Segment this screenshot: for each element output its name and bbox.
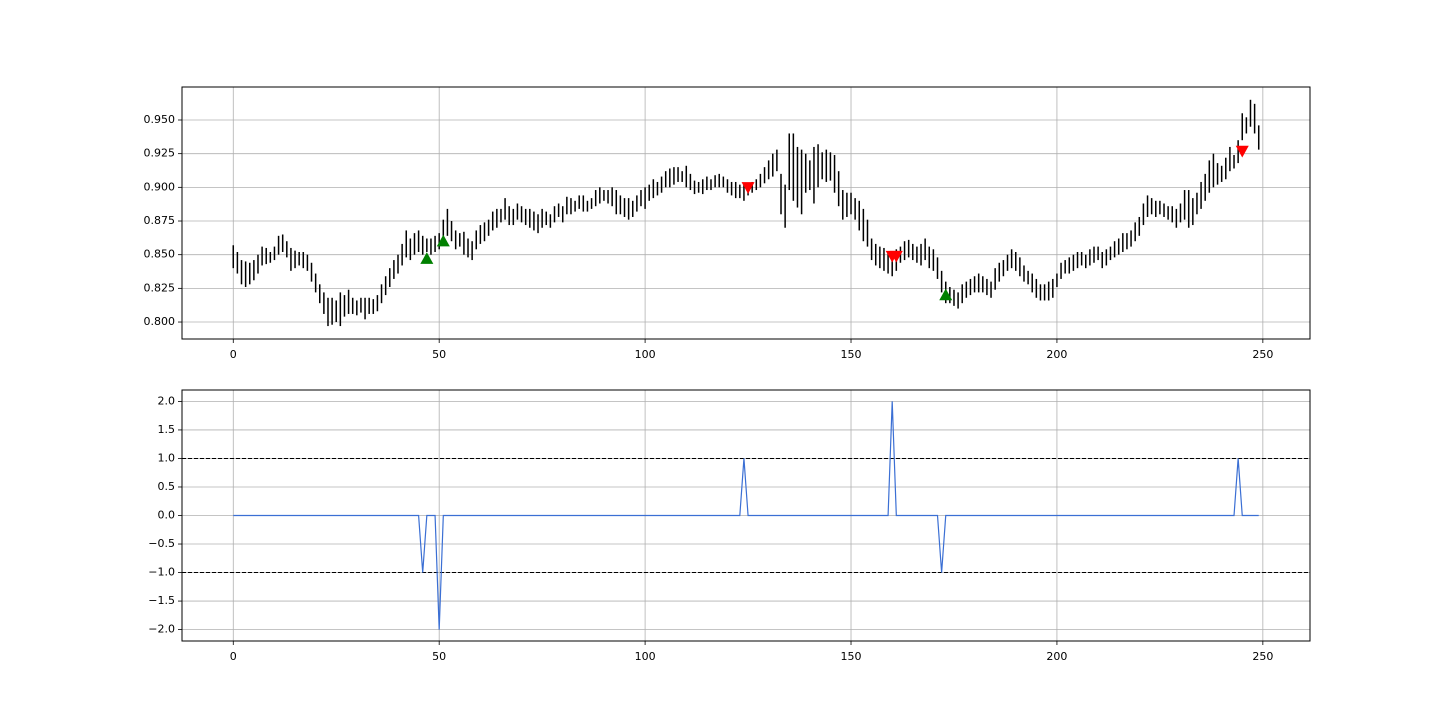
y-tick-label: 0.825 bbox=[144, 281, 176, 294]
x-tick-label: 150 bbox=[841, 348, 862, 361]
y-tick-label: 1.5 bbox=[158, 423, 176, 436]
y-tick-label: −1.0 bbox=[148, 566, 175, 579]
x-tick-label: 100 bbox=[635, 348, 656, 361]
x-tick-label: 0 bbox=[230, 348, 237, 361]
x-tick-label: 250 bbox=[1252, 348, 1273, 361]
signal-marker bbox=[741, 182, 755, 194]
signal-marker bbox=[939, 288, 953, 301]
x-tick-label: 50 bbox=[432, 348, 446, 361]
axes-frame bbox=[181, 86, 1311, 340]
x-tick-label: 250 bbox=[1252, 650, 1273, 663]
panel: 0 50 100 150 200 250 −2.0 −1.5 −1.0 −0.5 0.0 0.5 1.0… bbox=[148, 389, 1311, 663]
signal-marker bbox=[889, 250, 903, 263]
y-tick-label: 0.875 bbox=[144, 214, 176, 227]
x-tick-label: 200 bbox=[1046, 650, 1067, 663]
x-tick-label: 200 bbox=[1046, 348, 1067, 361]
y-tick-label: 0.800 bbox=[144, 315, 176, 328]
y-tick-label: −1.5 bbox=[148, 594, 175, 607]
y-tick-label: 0.950 bbox=[144, 113, 176, 126]
x-tick-label: 50 bbox=[432, 650, 446, 663]
x-tick-label: 100 bbox=[635, 650, 656, 663]
panel: 0 50 100 150 200 250 0.800 0.825 0.850 0.875 0.900… bbox=[144, 86, 1311, 361]
y-tick-label: 0.925 bbox=[144, 147, 176, 160]
y-tick-label: 0.900 bbox=[144, 180, 176, 193]
y-tick-label: 2.0 bbox=[158, 394, 176, 407]
x-tick-label: 150 bbox=[841, 650, 862, 663]
signal-line bbox=[233, 401, 1259, 630]
y-tick-label: 0.850 bbox=[144, 248, 176, 261]
signal-marker bbox=[420, 252, 434, 264]
signal-marker bbox=[436, 234, 450, 247]
axes-frame bbox=[181, 389, 1311, 642]
y-tick-label: −0.5 bbox=[148, 537, 175, 550]
y-tick-label: 0.5 bbox=[158, 480, 176, 493]
y-tick-label: 0.0 bbox=[158, 509, 176, 522]
y-tick-label: 1.0 bbox=[158, 451, 176, 464]
y-tick-label: −2.0 bbox=[148, 623, 175, 636]
x-tick-label: 0 bbox=[230, 650, 237, 663]
signal-marker bbox=[1235, 145, 1249, 158]
